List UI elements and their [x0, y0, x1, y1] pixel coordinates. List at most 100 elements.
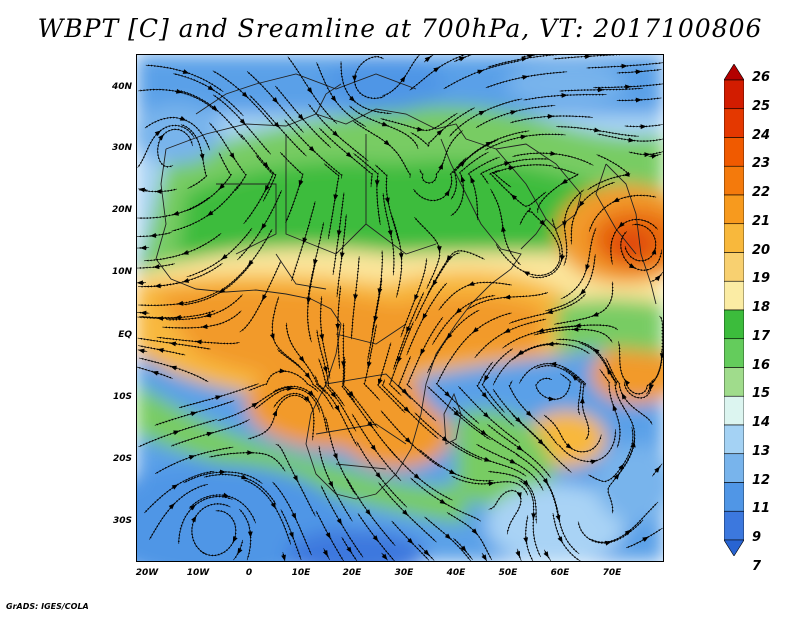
streamline-arrow	[373, 316, 379, 323]
streamline-arrow	[237, 547, 243, 555]
streamline-arrow	[420, 348, 426, 356]
streamline-arrow	[422, 313, 428, 320]
map-frame	[136, 54, 664, 562]
streamline-arrow	[446, 255, 452, 262]
streamline-arrow	[328, 481, 334, 488]
streamline-arrow	[353, 294, 358, 301]
streamline-arrow	[510, 110, 517, 115]
streamline-arrow	[346, 546, 352, 554]
colorbar-swatch	[724, 424, 744, 455]
streamline-arrow	[400, 75, 406, 83]
streamline-arrow	[302, 237, 308, 245]
streamline-arrow	[444, 189, 450, 197]
colorbar-label: 13	[752, 443, 771, 459]
streamline-arrow	[537, 439, 544, 446]
streamline-arrow	[139, 245, 147, 251]
streamline-arrow	[612, 197, 620, 203]
lon-label-0: 0	[245, 568, 253, 578]
streamline-arrow	[182, 250, 189, 255]
streamline-arrow	[597, 87, 605, 93]
streamline-arrow	[206, 210, 214, 216]
colorbar	[724, 64, 744, 556]
streamline-arrow	[628, 263, 636, 269]
streamline-arrow	[501, 225, 506, 232]
streamline-arrow	[547, 341, 554, 347]
colorbar-swatch	[724, 194, 744, 225]
colorbar-label: 21	[752, 213, 771, 229]
streamline-arrow	[188, 455, 196, 460]
streamline-arrow	[651, 154, 658, 159]
streamline-arrow	[232, 536, 238, 543]
streamline-arrow	[170, 365, 177, 371]
colorbar-label: 9	[752, 530, 762, 545]
streamline-arrow	[640, 124, 647, 130]
streamline-arrow	[334, 405, 340, 412]
streamline-arrow	[247, 450, 254, 456]
streamline-arrow	[515, 550, 521, 558]
streamline-arrow	[325, 532, 331, 539]
streamline-arrow	[377, 378, 383, 386]
lon-label-20w: 20W	[135, 568, 159, 578]
streamline-arrow	[618, 221, 625, 228]
streamline-arrow	[304, 372, 311, 379]
streamline-arrow	[623, 171, 630, 177]
streamline-arrow	[401, 388, 408, 395]
lon-label-70e: 70E	[602, 568, 622, 578]
lat-label-10s: 10S	[112, 392, 132, 402]
colorbar-swatch	[724, 482, 744, 512]
streamline-arrow	[441, 436, 449, 442]
streamline-arrow	[654, 274, 661, 282]
streamline-arrow	[550, 150, 557, 156]
streamline-arrow	[423, 549, 430, 556]
streamline-arrow	[621, 392, 627, 400]
streamline-arrow	[628, 137, 635, 143]
colorbar-label: 25	[752, 98, 771, 114]
streamline-arrow	[521, 56, 528, 62]
streamline-arrow	[523, 271, 530, 277]
streamline-arrow	[635, 97, 643, 103]
streamline-arrow	[262, 294, 267, 301]
streamline-arrow	[642, 536, 649, 542]
streamline-arrow	[561, 93, 568, 98]
streamline-arrow	[531, 513, 537, 520]
streamline-arrow	[625, 84, 632, 90]
streamline-arrow	[404, 437, 412, 444]
lat-label-40n: 40N	[111, 82, 132, 92]
streamline-arrow	[239, 118, 246, 125]
colorbar-swatch	[724, 252, 744, 282]
colorbar-label: 18	[752, 300, 771, 315]
streamline-arrow	[460, 545, 467, 552]
streamline-arrow	[481, 554, 487, 561]
streamline-arrow	[467, 281, 475, 286]
lat-label-10n: 10N	[111, 267, 132, 277]
lon-label-50e: 50E	[498, 568, 518, 578]
streamline-arrow	[413, 473, 420, 480]
streamline-arrow	[520, 134, 528, 140]
colorbar-swatch	[724, 108, 744, 138]
colorbar-label: 23	[752, 156, 771, 172]
lon-label-40e: 40E	[446, 568, 466, 578]
streamline-arrow	[460, 175, 466, 183]
streamline-arrow	[345, 151, 353, 158]
lon-label-20e: 20E	[342, 568, 362, 578]
streamline-arrow	[269, 333, 275, 341]
streamline-arrow	[375, 472, 382, 479]
streamline-arrow	[480, 429, 487, 436]
streamline-arrow	[613, 473, 620, 480]
colorbar-swatch	[724, 165, 744, 196]
colorbar-label: 11	[752, 501, 771, 517]
streamline-arrow	[372, 535, 379, 542]
streamline-arrow	[158, 134, 164, 141]
streamline-arrow	[190, 411, 198, 417]
streamline-arrow	[444, 391, 451, 398]
streamline-arrow	[572, 326, 579, 332]
streamline-arrow	[546, 309, 553, 315]
streamline-arrow	[561, 178, 568, 185]
colorbar-bottom-arrow	[724, 539, 744, 556]
streamline-arrow	[436, 246, 442, 253]
lat-label-20s: 20S	[112, 454, 132, 464]
streamline-arrow	[330, 95, 337, 102]
colorbar-label: 24	[752, 127, 771, 143]
colorbar-swatch	[724, 223, 744, 253]
streamline-arrow	[504, 294, 511, 300]
